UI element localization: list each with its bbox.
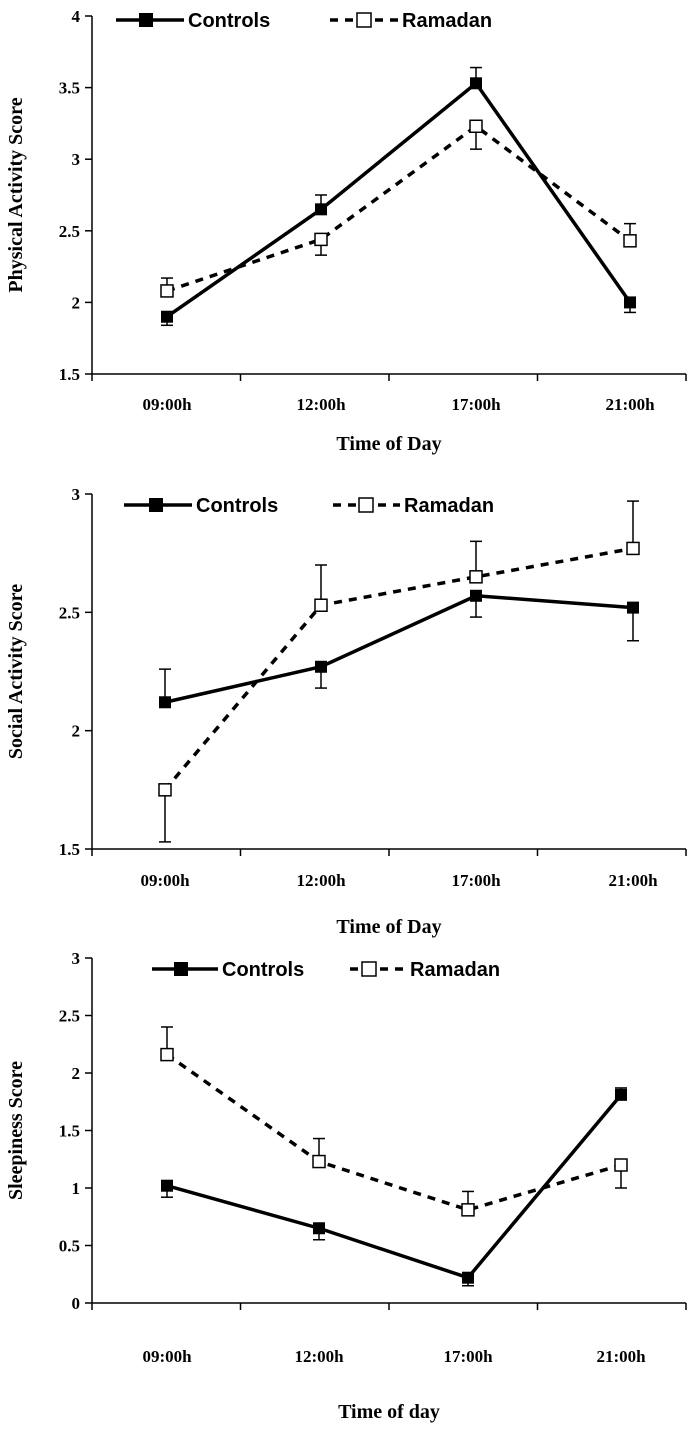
- y-tick-label: 3: [72, 150, 81, 169]
- y-tick-label: 4: [72, 7, 81, 26]
- legend-ramadan-label: Ramadan: [410, 959, 500, 981]
- y-axis-title: Social Activity Score: [5, 584, 27, 759]
- data-point: [469, 570, 483, 584]
- legend-controls-marker: [139, 13, 153, 27]
- legend: Controls Ramadan: [124, 495, 494, 517]
- legend: Controls Ramadan: [116, 10, 492, 32]
- data-point: [462, 1271, 474, 1284]
- data-point: [315, 203, 327, 216]
- y-tick-label: 3.5: [59, 79, 80, 98]
- y-tick-label: 2: [72, 1064, 81, 1083]
- data-point: [624, 296, 636, 309]
- x-tick-label: 09:00h: [142, 395, 192, 414]
- chart-panel-2: 1.5 2 2.5 3 09:00h 12:00h 17:00h 21:00h Time of …: [5, 485, 687, 938]
- data-point: [159, 696, 171, 709]
- data-point: [160, 284, 174, 298]
- legend-ramadan-label: Ramadan: [402, 10, 492, 32]
- series-line: [163, 546, 634, 791]
- y-tick-label: 3: [72, 485, 81, 504]
- y-tick-label: 0.5: [59, 1237, 80, 1256]
- y-tick-label: 1: [72, 1179, 81, 1198]
- series-controls: [159, 589, 639, 709]
- data-point: [313, 1222, 325, 1235]
- chart-panel-3: 0 0.5 1 1.5 2 2.5 3 09:00h 12:00h 17:00h 21:00h Tim…: [5, 949, 687, 1423]
- y-tick-label: 3: [72, 949, 81, 968]
- x-tick-label: 21:00h: [605, 395, 655, 414]
- legend-controls-label: Controls: [196, 495, 278, 517]
- data-point: [461, 1203, 475, 1217]
- legend-ramadan-marker: [358, 497, 374, 513]
- series-line: [164, 593, 634, 704]
- x-tick-label: 21:00h: [608, 871, 658, 890]
- data-point: [626, 541, 640, 556]
- y-tick-label: 2.5: [59, 222, 80, 241]
- x-tick-label: 12:00h: [294, 1347, 344, 1366]
- data-point: [469, 119, 483, 134]
- data-point: [158, 783, 172, 797]
- y-axis-title: Sleepiness Score: [5, 1061, 27, 1200]
- y-tick-label: 2.5: [59, 1007, 80, 1026]
- x-tick-label: 12:00h: [296, 395, 346, 414]
- legend-ramadan-marker: [361, 961, 377, 977]
- y-tick-label: 1.5: [59, 840, 80, 859]
- series-line: [165, 1053, 622, 1212]
- data-point: [614, 1158, 628, 1172]
- legend-controls-marker: [149, 498, 163, 512]
- x-tick-label: 12:00h: [296, 871, 346, 890]
- data-point: [315, 660, 327, 673]
- data-point: [615, 1088, 627, 1101]
- data-point: [314, 232, 328, 247]
- data-point: [470, 589, 482, 602]
- data-point: [314, 598, 328, 612]
- y-tick-label: 2: [72, 293, 81, 312]
- x-tick-label: 09:00h: [142, 1347, 192, 1366]
- data-point: [470, 77, 482, 90]
- chart-panel-1: 1.5 2 2.5 3 3.5 4 09:00h 12:00h 17:00h 21:00h Time…: [5, 7, 687, 455]
- y-axis-title: Physical Activity Score: [5, 97, 27, 292]
- x-tick-label: 17:00h: [443, 1347, 493, 1366]
- legend-ramadan-marker: [356, 12, 372, 28]
- data-point: [312, 1154, 326, 1169]
- x-tick-label: 21:00h: [596, 1347, 646, 1366]
- y-tick-label: 0: [72, 1294, 81, 1313]
- data-point: [623, 234, 637, 248]
- x-tick-label: 17:00h: [451, 395, 501, 414]
- legend-controls-label: Controls: [188, 10, 270, 32]
- x-tick-label: 09:00h: [140, 871, 190, 890]
- data-point: [160, 1047, 174, 1062]
- legend-ramadan-label: Ramadan: [404, 495, 494, 517]
- x-tick-label: 17:00h: [451, 871, 501, 890]
- data-point: [161, 1179, 173, 1192]
- series-ramadan: [160, 119, 637, 298]
- x-axis-title: Time of day: [338, 1401, 440, 1423]
- series-line: [166, 124, 632, 293]
- series-line: [166, 1093, 623, 1280]
- series-ramadan: [160, 1026, 628, 1217]
- y-tick-label: 2: [72, 722, 81, 741]
- y-tick-label: 1.5: [59, 1122, 80, 1141]
- x-axis-title: Time of Day: [336, 916, 441, 938]
- legend-controls-label: Controls: [222, 959, 304, 981]
- y-tick-label: 2.5: [59, 603, 80, 622]
- legend-controls-marker: [174, 962, 188, 976]
- y-tick-label: 1.5: [59, 365, 80, 384]
- series-line: [165, 80, 632, 319]
- series-controls: [161, 1087, 627, 1287]
- data-point: [161, 310, 173, 323]
- legend: Controls Ramadan: [152, 959, 500, 981]
- data-point: [627, 601, 639, 614]
- series-controls: [161, 66, 636, 327]
- x-axis-title: Time of Day: [336, 433, 441, 455]
- series-ramadan: [158, 500, 640, 843]
